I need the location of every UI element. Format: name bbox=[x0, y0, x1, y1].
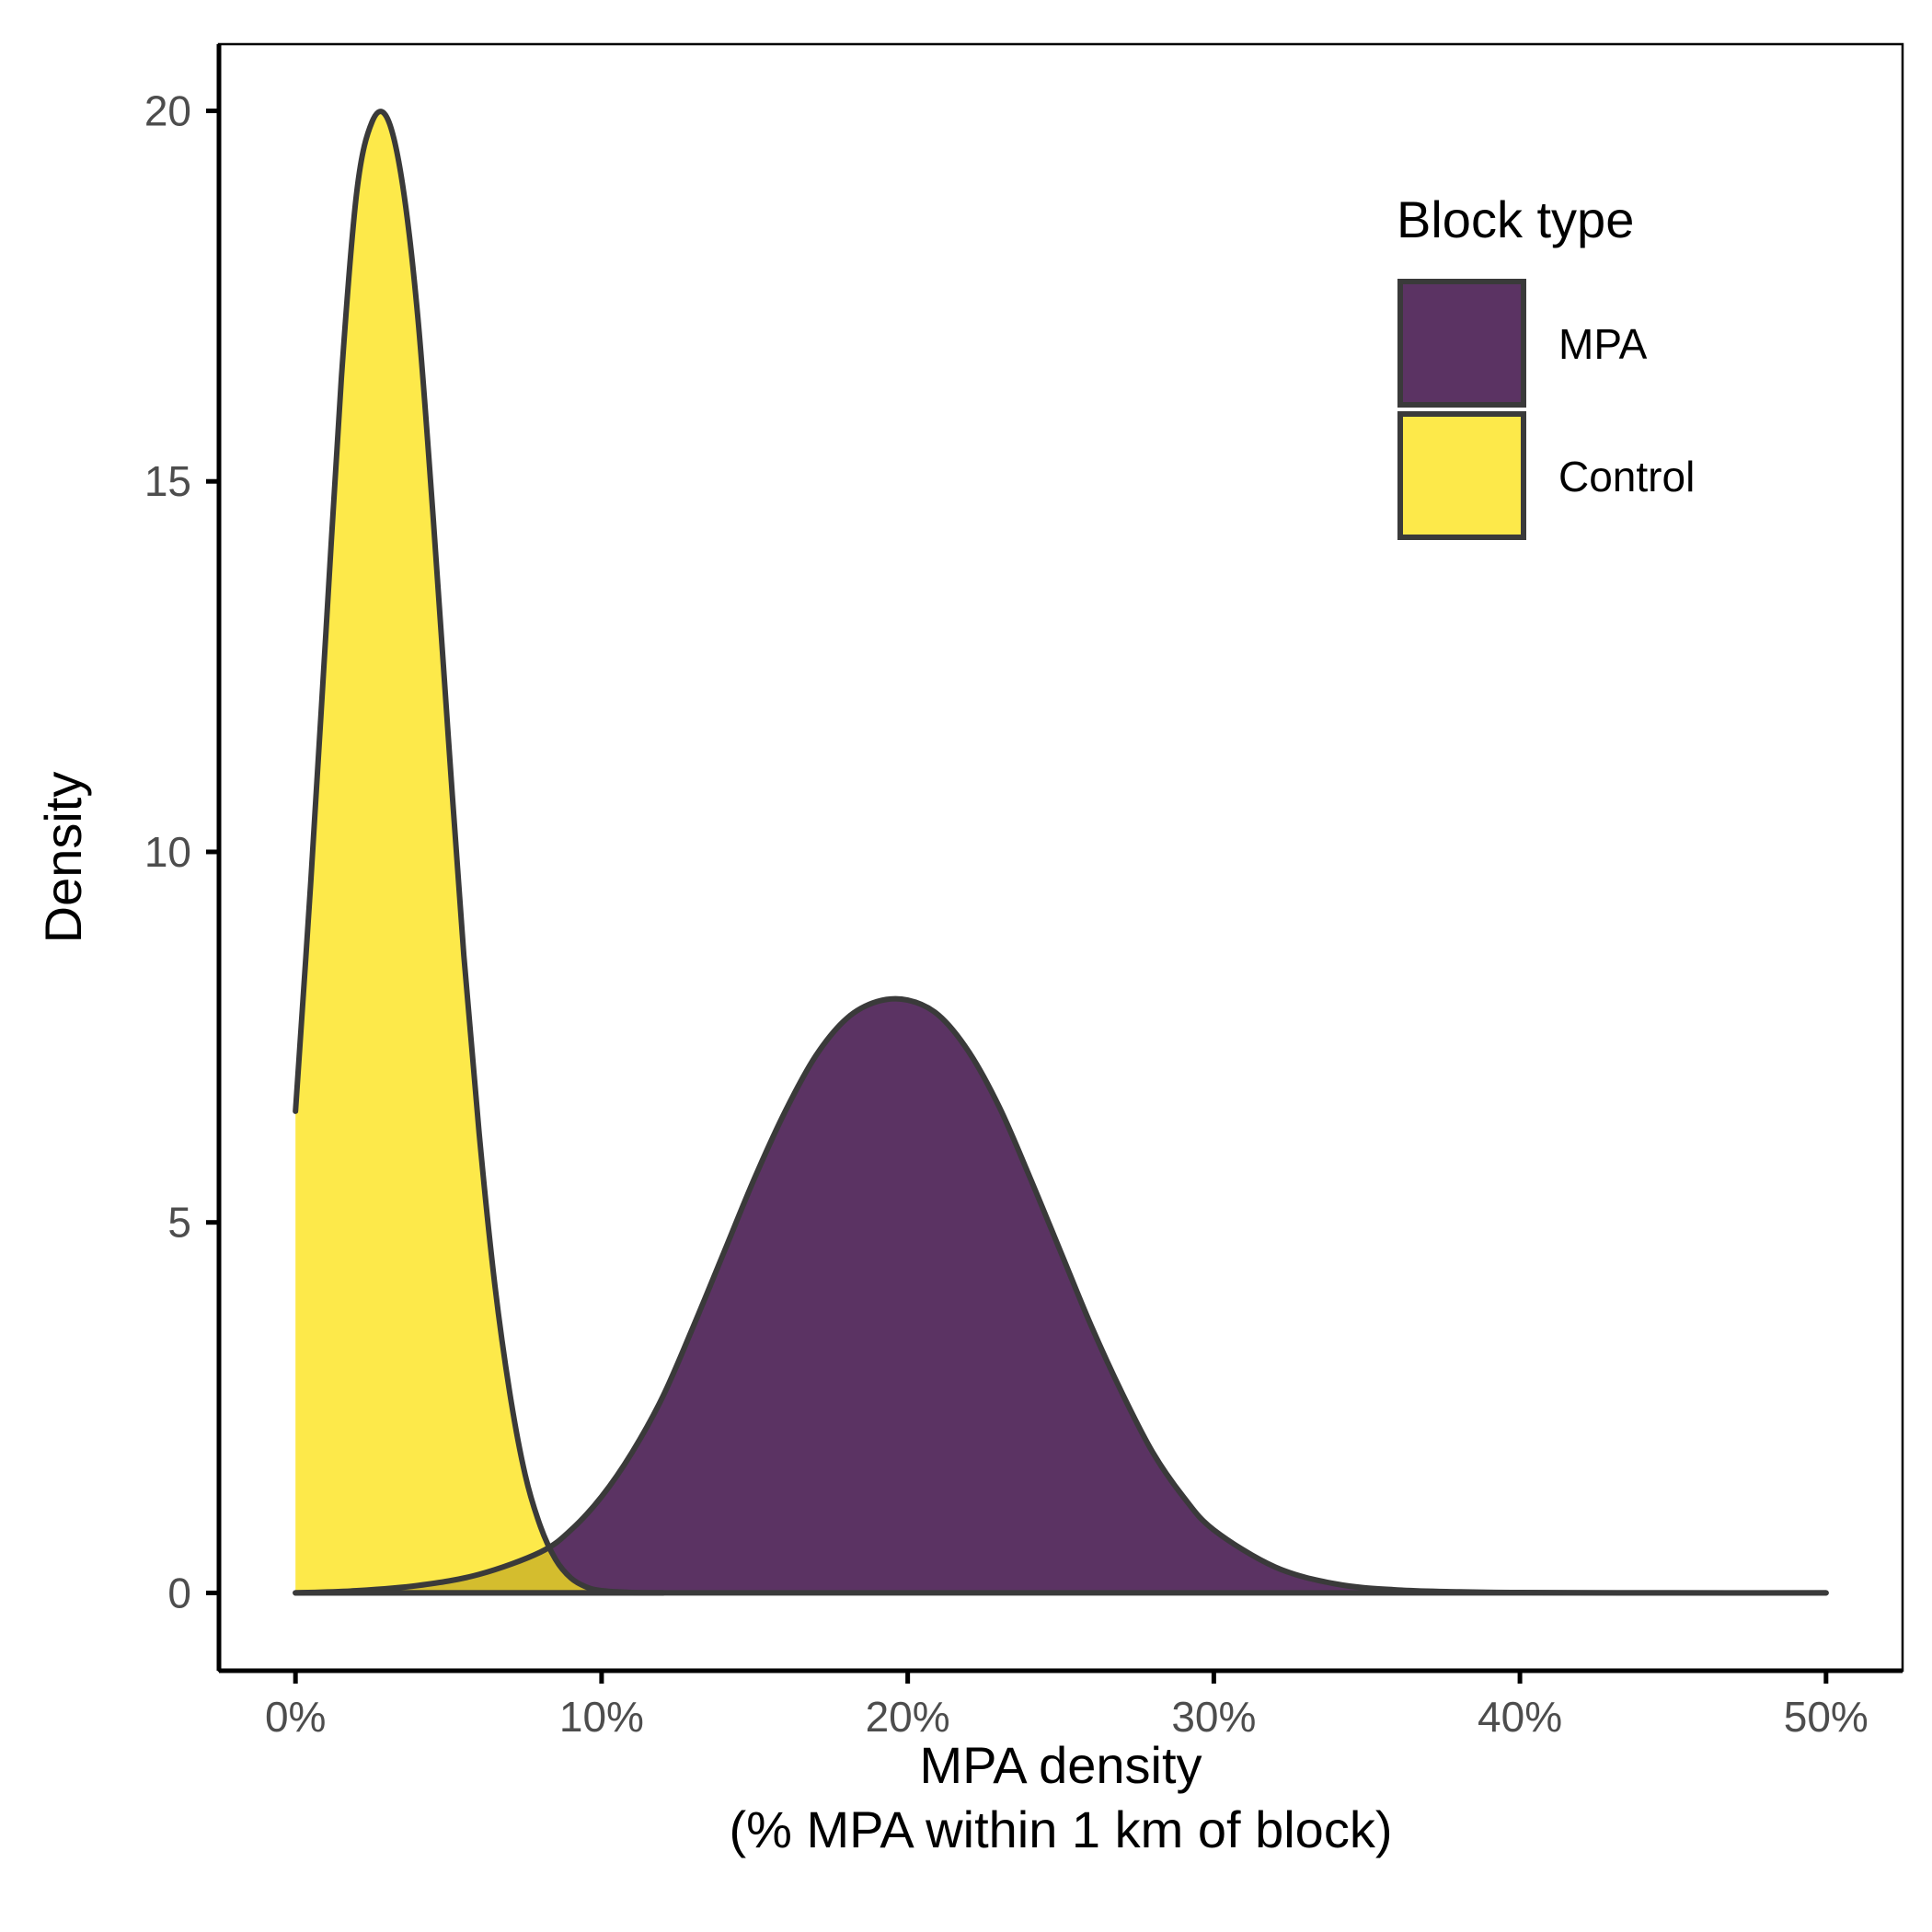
density-area-control bbox=[295, 111, 663, 1593]
axes: 0% 10% 20% 30% 40% 50% 0 5 10 15 20 bbox=[144, 42, 1904, 1741]
legend-label-control: Control bbox=[1558, 453, 1695, 500]
y-axis-title: Density bbox=[34, 772, 92, 944]
density-line-mpa bbox=[293, 995, 1829, 1596]
legend-label-mpa: MPA bbox=[1558, 320, 1648, 368]
y-tick-label: 5 bbox=[167, 1199, 191, 1247]
x-tick-label: 0% bbox=[265, 1693, 326, 1741]
x-tick-label: 50% bbox=[1784, 1693, 1869, 1741]
density-line-control bbox=[293, 109, 666, 1596]
x-tick-label: 40% bbox=[1478, 1693, 1562, 1741]
x-axis-title: MPA density bbox=[919, 1736, 1202, 1794]
y-tick-label: 20 bbox=[144, 86, 191, 134]
x-axis-subtitle: (% MPA within 1 km of block) bbox=[730, 1800, 1393, 1858]
x-tick-label: 10% bbox=[559, 1693, 644, 1741]
legend-title: Block type bbox=[1397, 190, 1634, 248]
legend: Block type MPA Control bbox=[1397, 190, 1695, 540]
x-tick-label: 20% bbox=[866, 1693, 950, 1741]
legend-key-control bbox=[1397, 411, 1526, 540]
plot-area bbox=[293, 109, 1829, 1596]
y-tick-label: 10 bbox=[144, 828, 191, 876]
density-area-mpa bbox=[295, 998, 1826, 1593]
legend-key-mpa bbox=[1397, 279, 1526, 408]
x-tick-label: 30% bbox=[1171, 1693, 1256, 1741]
y-tick-label: 0 bbox=[167, 1569, 191, 1616]
y-tick-label: 15 bbox=[144, 457, 191, 505]
